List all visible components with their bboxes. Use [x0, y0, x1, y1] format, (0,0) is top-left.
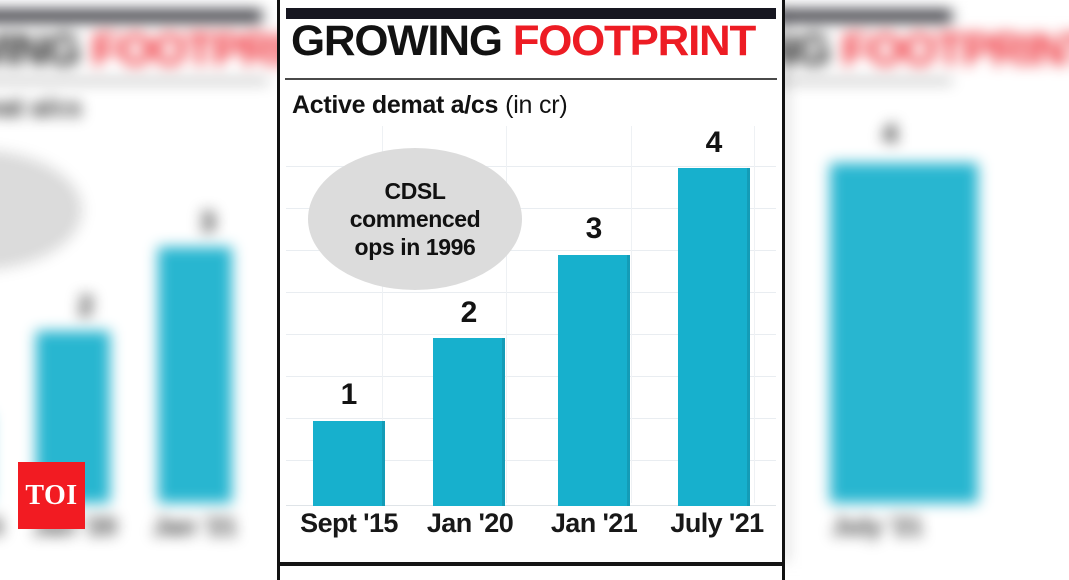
subtitle-main: Active demat a/cs	[292, 91, 499, 119]
panel-right-border	[782, 0, 785, 580]
chart-subtitle: Active demat a/cs (in cr)	[292, 88, 568, 122]
page-title: GROWING FOOTPRINT	[291, 17, 757, 65]
callout-annotation: CDSL commenced ops in 1996	[308, 148, 522, 290]
bar-value-jan-20: 2	[460, 296, 478, 329]
bar-july-21[interactable]	[678, 168, 750, 506]
gridline-v	[382, 126, 383, 503]
bg-left-subtitle: Active demat a/cs	[0, 92, 82, 122]
bar-chart-plot-area: 1 2 3 4 CDSL commenced ops in 1996	[286, 126, 776, 506]
bg-right-title-red: FOOTPRINT	[841, 24, 1069, 75]
gridline-h	[286, 460, 776, 461]
x-label-jan-21: Jan '21	[550, 508, 638, 538]
gridline-h	[286, 376, 776, 377]
subtitle-unit: (in cr)	[505, 91, 568, 119]
x-label-jan-20: Jan '20	[426, 508, 514, 538]
gridline-h	[286, 292, 776, 293]
header-accent-bar	[286, 8, 776, 19]
toi-logo: TOI	[18, 462, 85, 529]
toi-logo-text: TOI	[25, 479, 78, 511]
gridline-v	[754, 126, 755, 503]
gridline-v	[506, 126, 507, 503]
title-word-footprint: FOOTPRINT	[512, 17, 757, 65]
gridline-v	[631, 126, 632, 503]
panel-left-border	[277, 0, 280, 580]
gridline-h	[286, 418, 776, 419]
bg-left-title-dark: GROWING	[0, 24, 81, 75]
x-axis-labels: Sept '15 Jan '20 Jan '21 July '21	[286, 508, 776, 556]
gridline-h	[286, 334, 776, 335]
title-divider	[285, 78, 777, 80]
background-blur-right: GROWING FOOTPRINT 4 July '21	[772, 0, 1069, 580]
x-label-sept-15: Sept '15	[300, 508, 398, 538]
bar-jan-21[interactable]	[558, 255, 630, 506]
bar-value-sept-15: 1	[340, 378, 358, 411]
gridline-h	[286, 166, 776, 167]
bar-value-jan-21: 3	[585, 212, 603, 245]
panel-bottom-border	[280, 562, 782, 566]
bg-left-title-red: FOOTPRINT	[91, 24, 299, 75]
callout-line-1: CDSL	[384, 178, 446, 204]
bar-sept-15[interactable]	[313, 421, 385, 506]
callout-line-3: ops in 1996	[354, 234, 476, 260]
bar-jan-20[interactable]	[433, 338, 505, 506]
callout-line-2: commenced	[349, 206, 481, 232]
gridline-h	[286, 208, 776, 209]
title-word-growing: GROWING	[291, 17, 503, 65]
gridline-h	[286, 250, 776, 251]
bar-value-july-21: 4	[705, 126, 723, 159]
axis-baseline	[286, 505, 776, 506]
x-label-july-21: July '21	[670, 508, 764, 538]
infographic-panel: GROWING FOOTPRINT Active demat a/cs (in …	[277, 0, 785, 580]
